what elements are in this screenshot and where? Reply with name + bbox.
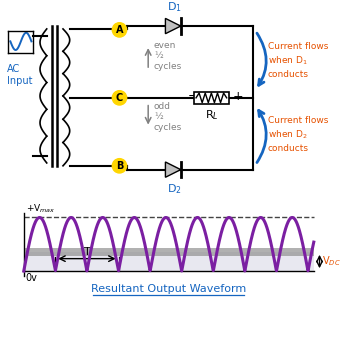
Text: D$_2$: D$_2$: [167, 182, 181, 196]
Text: T: T: [83, 247, 90, 257]
Polygon shape: [165, 18, 181, 34]
Bar: [24, 248, 314, 256]
Text: even
½
cycles: even ½ cycles: [154, 41, 182, 71]
Text: Current flows
when D$_1$
conducts: Current flows when D$_1$ conducts: [268, 42, 328, 79]
Circle shape: [112, 159, 127, 173]
Text: +V$_{max}$: +V$_{max}$: [26, 202, 55, 215]
Text: R$_L$: R$_L$: [205, 108, 218, 122]
Text: C: C: [116, 93, 123, 103]
Text: −: −: [187, 90, 198, 103]
Text: AC
Input: AC Input: [7, 64, 32, 86]
Text: +: +: [233, 90, 243, 103]
Text: 0v: 0v: [26, 273, 38, 283]
Polygon shape: [165, 162, 181, 177]
Circle shape: [112, 91, 127, 105]
Text: odd
½
cycles: odd ½ cycles: [154, 102, 182, 132]
Text: Current flows
when D$_2$
conducts: Current flows when D$_2$ conducts: [268, 116, 328, 153]
Text: V$_{DC}$: V$_{DC}$: [322, 255, 341, 268]
Bar: [194, 91, 229, 104]
Text: A: A: [116, 25, 123, 35]
Text: D$_1$: D$_1$: [167, 0, 181, 14]
Text: B: B: [116, 161, 123, 171]
Circle shape: [112, 23, 127, 37]
Text: Resultant Output Waveform: Resultant Output Waveform: [91, 285, 246, 294]
Bar: [24, 252, 314, 271]
